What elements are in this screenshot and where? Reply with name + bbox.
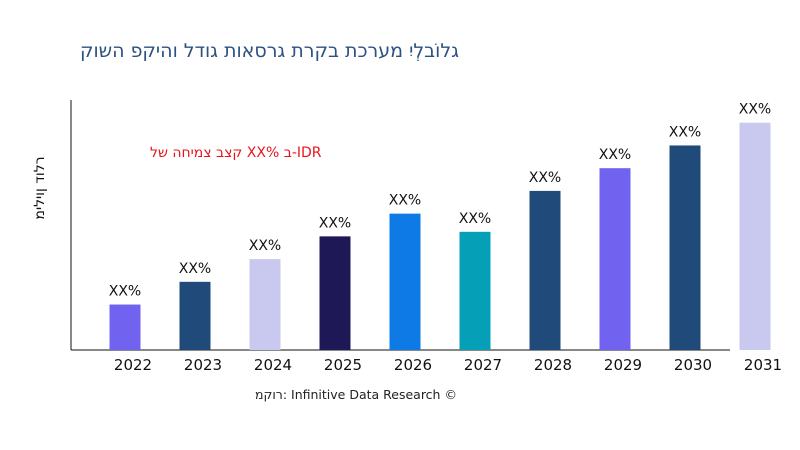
bar-2026 (389, 213, 421, 350)
growth-annotation: לש החימצ בצק XX% ב-IDR (150, 145, 322, 161)
x-tick-label-2023: 2023 (184, 356, 222, 374)
x-tick-label-2030: 2030 (674, 356, 712, 374)
bar-2029 (599, 168, 631, 350)
x-tick-label-2024: 2024 (254, 356, 292, 374)
x-tick-label-2031: 2031 (744, 356, 782, 374)
data-label-2027: XX% (459, 211, 491, 227)
bar-2028 (529, 190, 561, 350)
bar-2031 (739, 122, 771, 351)
data-label-2029: XX% (599, 147, 631, 163)
data-label-2028: XX% (529, 170, 561, 186)
source-credit: רוקמ: Infinitive Data Research © (255, 387, 457, 402)
data-label-2031: XX% (739, 102, 771, 118)
x-tick-label-2025: 2025 (324, 356, 362, 374)
data-label-2025: XX% (319, 215, 351, 231)
x-tick-label-2022: 2022 (114, 356, 152, 374)
x-tick-label-2028: 2028 (534, 356, 572, 374)
x-tick-label-2026: 2026 (394, 356, 432, 374)
bar-2023 (179, 281, 211, 350)
data-label-2024: XX% (249, 238, 281, 254)
data-label-2022: XX% (109, 284, 141, 300)
bar-2025 (319, 236, 351, 350)
chart-title: קושה פקיהו לדוג תואסרג תרקב תכרעמ יִלְבו… (80, 40, 459, 62)
data-label-2030: XX% (669, 124, 701, 140)
x-tick-label-2027: 2027 (464, 356, 502, 374)
bar-2022 (109, 304, 141, 350)
x-tick-label-2029: 2029 (604, 356, 642, 374)
data-label-2026: XX% (389, 193, 421, 209)
bar-2030 (669, 145, 701, 350)
bar-2024 (249, 259, 281, 350)
bar-2027 (459, 231, 491, 350)
data-label-2023: XX% (179, 261, 211, 277)
